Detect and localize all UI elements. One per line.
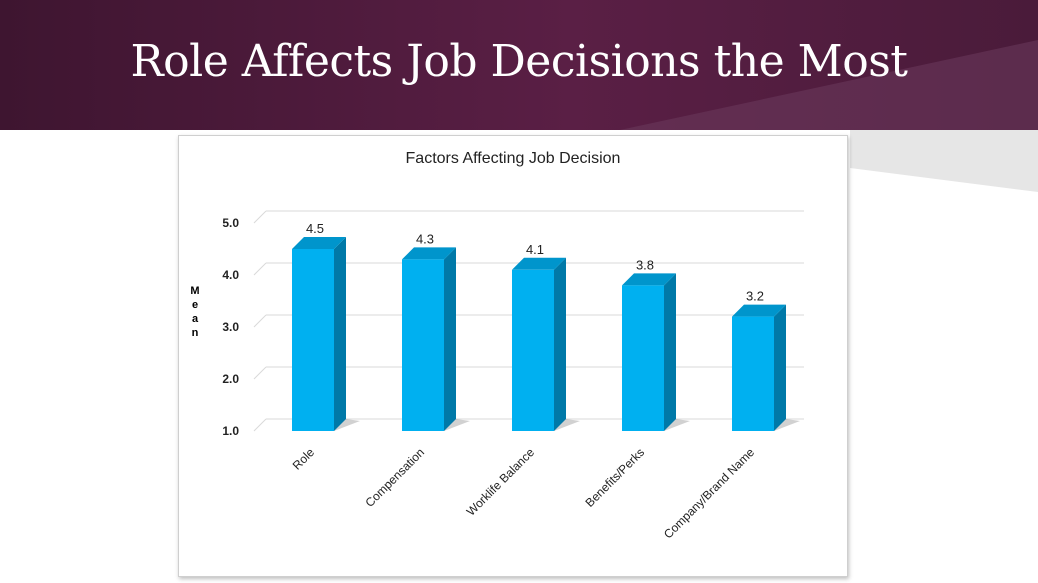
slide-title: Role Affects Job Decisions the Most [130, 36, 908, 87]
bar-top [622, 273, 676, 286]
bar [512, 269, 554, 431]
bar-side [444, 247, 456, 431]
bar [622, 285, 664, 431]
bar-top [292, 237, 346, 249]
bar [292, 249, 334, 431]
bar-shadow [444, 419, 470, 431]
gridline-wall [253, 262, 267, 276]
data-label: 4.3 [416, 231, 434, 246]
y-tick-label: 2.0 [222, 372, 239, 386]
gridline-wall [253, 418, 267, 432]
bar-side [774, 304, 786, 431]
x-tick-label: Worklife Balance [464, 445, 538, 519]
x-tick-label: Compensation [362, 445, 427, 510]
bar [732, 316, 774, 431]
bar-shadow [334, 419, 360, 431]
x-tick-label: Benefits/Perks [583, 445, 648, 510]
data-label: 3.2 [746, 289, 764, 304]
y-tick-label: 1.0 [222, 424, 239, 438]
gridline-wall [253, 366, 267, 380]
chart-frame: Factors Affecting Job Decision 1.0 2.0 3.0… [178, 135, 848, 577]
data-label: 4.5 [306, 221, 324, 236]
y-axis-label-letter: M [190, 285, 199, 297]
data-label: 4.1 [526, 242, 544, 257]
x-tick-label: Company/Brand Name [661, 445, 757, 541]
bar-top [732, 304, 786, 317]
bar-side [554, 257, 566, 431]
y-axis-label-letter: a [192, 313, 199, 325]
bar-side [664, 273, 676, 431]
y-axis-label-letter: n [192, 327, 199, 339]
bar-top [402, 247, 456, 260]
y-tick-label: 3.0 [222, 320, 239, 334]
chart-title: Factors Affecting Job Decision [405, 150, 621, 167]
bar-side [334, 237, 346, 431]
x-tick-label: Role [290, 445, 318, 473]
bar-shadow [774, 419, 800, 431]
bar-shadow [664, 419, 690, 431]
bar [402, 259, 444, 431]
data-label: 3.8 [636, 257, 654, 272]
bar-top [512, 257, 566, 270]
gridline-wall [253, 314, 267, 328]
bar-shadow [554, 419, 580, 431]
gridline-wall [253, 210, 267, 224]
y-tick-label: 4.0 [222, 268, 239, 282]
y-axis-label-letter: e [192, 299, 198, 311]
y-tick-label: 5.0 [222, 216, 239, 230]
